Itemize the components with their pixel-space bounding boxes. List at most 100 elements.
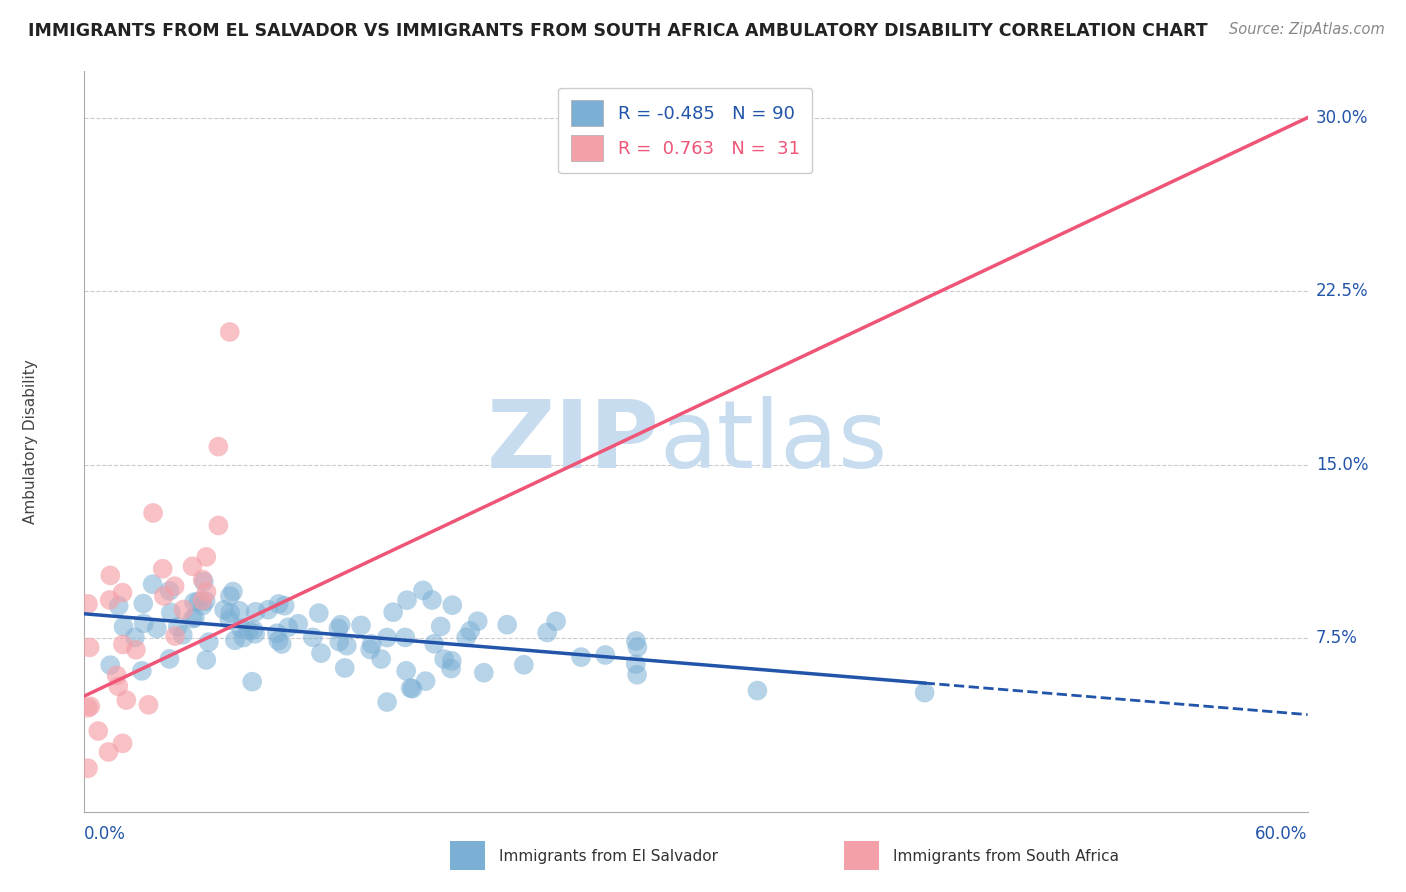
Point bbox=[546, 614, 568, 628]
Point bbox=[277, 620, 299, 634]
Point bbox=[165, 629, 187, 643]
Point bbox=[191, 573, 214, 587]
Point bbox=[467, 614, 489, 628]
Point bbox=[382, 605, 405, 619]
Point bbox=[79, 640, 101, 655]
Point bbox=[302, 630, 325, 644]
Point bbox=[569, 650, 592, 665]
Point bbox=[146, 622, 169, 636]
Point bbox=[401, 681, 423, 696]
Point bbox=[273, 599, 295, 613]
Point bbox=[77, 597, 100, 611]
Point bbox=[440, 654, 463, 668]
Point bbox=[195, 653, 218, 667]
Text: Immigrants from South Africa: Immigrants from South Africa bbox=[893, 849, 1119, 863]
Point bbox=[496, 617, 519, 632]
Point bbox=[287, 616, 309, 631]
Point bbox=[87, 723, 110, 738]
Point bbox=[266, 626, 288, 640]
Point bbox=[412, 583, 434, 598]
Point bbox=[228, 604, 250, 618]
Point bbox=[125, 642, 148, 657]
Point bbox=[181, 612, 204, 626]
Point bbox=[105, 668, 128, 682]
Point bbox=[242, 623, 264, 637]
Point bbox=[626, 640, 648, 654]
Point bbox=[138, 698, 160, 712]
Point bbox=[111, 638, 134, 652]
Point bbox=[172, 602, 194, 616]
Point bbox=[395, 664, 418, 678]
Text: ZIP: ZIP bbox=[486, 395, 659, 488]
Point bbox=[359, 642, 381, 657]
Legend: R = -0.485   N = 90, R =  0.763   N =  31: R = -0.485 N = 90, R = 0.763 N = 31 bbox=[558, 87, 813, 173]
Text: IMMIGRANTS FROM EL SALVADOR VS IMMIGRANTS FROM SOUTH AFRICA AMBULATORY DISABILIT: IMMIGRANTS FROM EL SALVADOR VS IMMIGRANT… bbox=[28, 22, 1208, 40]
Point bbox=[458, 624, 481, 638]
Point bbox=[152, 562, 174, 576]
Text: 30.0%: 30.0% bbox=[1316, 109, 1368, 127]
Point bbox=[207, 518, 229, 533]
Point bbox=[441, 598, 464, 612]
Point bbox=[456, 631, 478, 645]
Text: Source: ZipAtlas.com: Source: ZipAtlas.com bbox=[1229, 22, 1385, 37]
Point bbox=[194, 594, 217, 608]
Point bbox=[159, 652, 181, 666]
Point bbox=[166, 620, 188, 634]
Point bbox=[513, 657, 536, 672]
Text: 0.0%: 0.0% bbox=[84, 825, 127, 843]
Point bbox=[218, 613, 240, 627]
Text: 15.0%: 15.0% bbox=[1316, 456, 1368, 474]
Point bbox=[107, 599, 129, 613]
Point bbox=[163, 579, 186, 593]
Point bbox=[193, 574, 215, 589]
Point bbox=[198, 635, 221, 649]
Point bbox=[132, 616, 155, 631]
Text: 60.0%: 60.0% bbox=[1256, 825, 1308, 843]
Point bbox=[328, 634, 350, 648]
Point bbox=[399, 681, 422, 695]
Point bbox=[336, 639, 359, 653]
Point bbox=[267, 597, 290, 611]
Point bbox=[142, 577, 165, 591]
Point bbox=[212, 603, 235, 617]
Point bbox=[329, 617, 352, 632]
Point bbox=[195, 549, 218, 564]
Text: Immigrants from El Salvador: Immigrants from El Salvador bbox=[499, 849, 718, 863]
Point bbox=[111, 736, 134, 750]
Point bbox=[267, 633, 290, 648]
Point bbox=[375, 631, 398, 645]
Point bbox=[245, 605, 267, 619]
Point bbox=[77, 700, 100, 714]
Point bbox=[440, 662, 463, 676]
Point bbox=[184, 611, 207, 625]
Point bbox=[98, 593, 121, 607]
Point bbox=[181, 559, 204, 574]
Point bbox=[914, 686, 936, 700]
Point bbox=[124, 631, 146, 645]
Point bbox=[183, 595, 205, 609]
Text: 22.5%: 22.5% bbox=[1316, 282, 1368, 300]
Point bbox=[159, 583, 181, 598]
Point bbox=[172, 628, 194, 642]
Point bbox=[429, 619, 451, 633]
Point bbox=[232, 631, 254, 645]
Point bbox=[222, 584, 245, 599]
Point bbox=[224, 633, 246, 648]
Point bbox=[97, 745, 120, 759]
Point bbox=[270, 637, 292, 651]
Point bbox=[107, 679, 129, 693]
Point bbox=[536, 625, 558, 640]
Point bbox=[595, 648, 617, 662]
Point bbox=[98, 658, 121, 673]
Point bbox=[423, 637, 446, 651]
Point bbox=[333, 661, 356, 675]
Point bbox=[626, 667, 648, 681]
Point bbox=[219, 589, 242, 603]
Point bbox=[243, 627, 266, 641]
Point bbox=[112, 620, 135, 634]
Point bbox=[195, 585, 218, 599]
Point bbox=[624, 634, 647, 648]
Text: atlas: atlas bbox=[659, 395, 887, 488]
Point bbox=[77, 761, 100, 775]
Point bbox=[257, 603, 280, 617]
